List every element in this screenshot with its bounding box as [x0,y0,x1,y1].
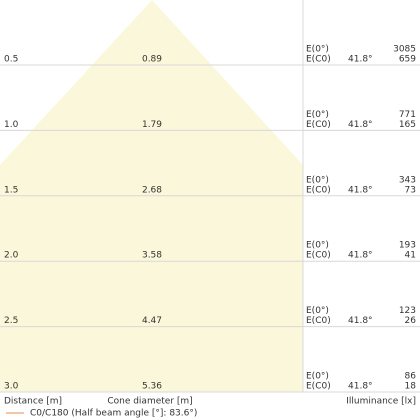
ec0-label: E(C0) [306,55,331,65]
angle: 41.8° [348,382,373,392]
angle: 41.8° [348,251,373,261]
e0-value: 123 [399,306,416,316]
cone-diameter: 2.68 [142,185,162,195]
e0-value: 343 [399,175,416,185]
e0-label: E(0°) [306,45,329,55]
distance: 2.0 [4,251,19,261]
distance: 0.5 [4,55,18,65]
ec0-value: 165 [399,120,416,130]
e0-value: 3085 [393,45,416,55]
angle: 41.8° [348,120,373,130]
distance: 3.0 [4,382,19,392]
e0-label: E(0°) [306,306,329,316]
ec0-label: E(C0) [306,120,331,130]
ec0-value: 18 [405,382,417,392]
angle: 41.8° [348,316,373,326]
cone-diameter: 1.79 [142,120,162,130]
footer-diameter: Cone diameter [m] [107,397,192,407]
ec0-value: 659 [399,55,416,65]
e0-value: 86 [405,372,417,382]
e0-label: E(0°) [306,110,329,120]
distance: 1.0 [4,120,19,130]
angle: 41.8° [348,55,373,65]
angle: 41.8° [348,185,373,195]
ec0-label: E(C0) [306,251,331,261]
distance: 2.5 [4,316,18,326]
e0-value: 771 [399,110,416,120]
footer-illuminance: Illuminance [lx] [346,397,416,407]
e0-label: E(0°) [306,175,329,185]
legend-label: C0/C180 (Half beam angle [°]: 83.6°) [30,409,197,419]
e0-value: 193 [399,241,416,251]
ec0-value: 41 [405,251,416,261]
e0-label: E(0°) [306,241,329,251]
cone-diameter: 4.47 [142,316,162,326]
distance: 1.5 [4,185,18,195]
e0-label: E(0°) [306,372,329,382]
cone-diameter: 5.36 [142,382,162,392]
ec0-label: E(C0) [306,382,331,392]
cone-diameter: 3.58 [142,251,162,261]
footer-distance: Distance [m] [4,397,62,407]
ec0-label: E(C0) [306,185,331,195]
ec0-label: E(C0) [306,316,331,326]
ec0-value: 26 [405,316,417,326]
ec0-value: 73 [405,185,416,195]
cone-diameter: 0.89 [142,55,162,65]
